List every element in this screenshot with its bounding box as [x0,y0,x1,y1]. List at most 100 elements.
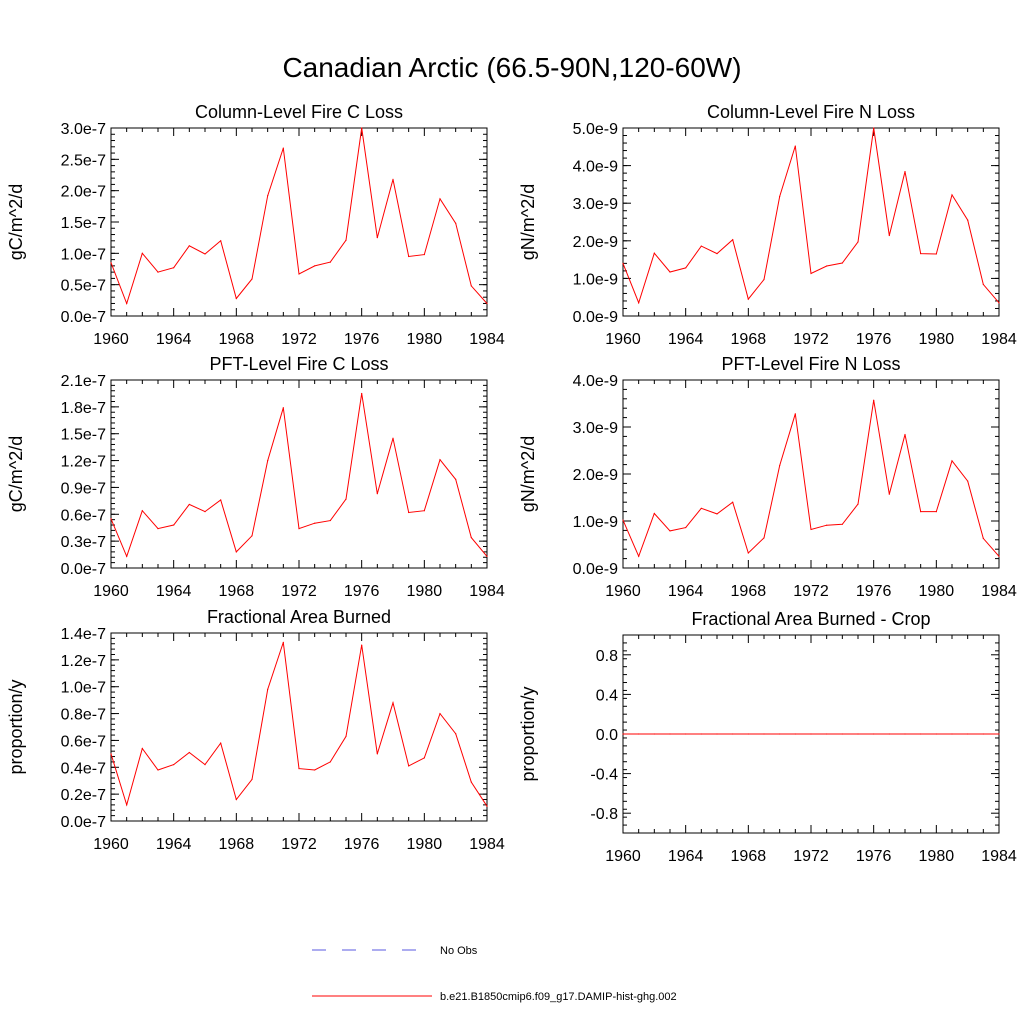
data-point [732,239,734,241]
data-point [951,194,953,196]
y-tick-label: 4.0e-9 [573,159,618,176]
data-point [282,407,284,409]
data-point [392,437,394,439]
chart-title: Fractional Area Burned [207,607,391,627]
data-point [408,255,410,258]
y-tick-label: 1.0e-9 [573,514,618,531]
data-point [857,733,859,735]
y-tick-label: 0.6e-7 [61,733,106,750]
x-tick-label: 1968 [731,583,767,600]
chart-svg: Column-Level Fire C Loss 1960 1964 1968 1972… [6,102,505,348]
data-point [298,768,300,770]
chart-svg: PFT-Level Fire N Loss 1960 1964 1968 1972 197… [518,354,1017,600]
y-tick-label: 0.5e-7 [61,278,106,295]
data-point [267,195,269,197]
data-point [329,261,331,263]
data-point [126,555,128,557]
chart-title: Fractional Area Burned - Crop [691,609,930,629]
y-tick-label: 1.2e-7 [61,653,106,670]
x-tick-label: 1960 [605,848,641,865]
data-point [779,464,781,467]
chart-svg: PFT-Level Fire C Loss 1960 1964 1968 1972 197… [6,354,505,600]
y-tick-label: 2.0e-9 [573,234,618,251]
data-point [669,733,671,735]
data-point [716,733,718,735]
data-point [685,526,687,529]
data-point [716,252,718,255]
y-tick-label: 3.0e-7 [61,121,106,138]
chart-title: PFT-Level Fire N Loss [721,354,900,374]
x-tick-label: 1968 [731,848,767,865]
data-point [314,265,316,267]
x-tick-label: 1964 [156,331,192,348]
x-tick-label: 1968 [731,331,767,348]
series-line [110,642,488,807]
y-tick-label: 3.0e-9 [573,196,618,213]
data-point [141,747,143,750]
y-tick-label: 0.3e-7 [61,534,106,551]
data-point [779,733,781,735]
data-point [361,644,363,646]
data-point [998,555,1000,557]
data-point [622,519,624,521]
data-point [967,219,969,221]
x-tick-label: 1976 [856,848,892,865]
x-tick-label: 1980 [919,848,955,865]
data-point [376,493,378,495]
x-tick-label: 1964 [668,331,704,348]
y-tick-label: 1.8e-7 [61,400,106,417]
legend: No Obs b.e21.B1850cmip6.f09_g17.DAMIP-hi… [312,945,677,1003]
y-tick-label: 0.2e-7 [61,787,106,804]
data-point [763,278,765,281]
data-point [455,478,457,480]
y-tick-label: 0.8 [596,648,618,665]
data-point [638,555,640,557]
y-tick-label: 0.0e-9 [573,561,618,578]
data-point [251,278,253,280]
data-point [173,524,175,526]
data-point [904,733,906,735]
panel-pft-fire-c-loss: PFT-Level Fire C Loss 1960 1964 1968 1972 197… [0,352,512,617]
data-point [345,735,347,737]
data-point [408,765,410,767]
data-point [361,127,363,129]
y-tick-label: 2.5e-7 [61,152,106,169]
series-line [622,127,1000,305]
data-point [298,273,300,275]
chart-svg: Column-Level Fire N Loss 1960 1964 1968 1972… [518,102,1017,348]
y-tick-label: 1.5e-7 [61,427,106,444]
data-point [423,253,425,256]
x-tick-label: 1976 [344,836,380,853]
x-tick-label: 1964 [668,848,704,865]
data-point [904,171,906,173]
y-axis-label: proportion/y [518,686,538,781]
data-point [873,127,875,129]
data-point [826,265,828,267]
y-tick-label: 2.1e-7 [61,373,106,390]
y-tick-label: 0.0e-7 [61,814,106,831]
x-tick-label: 1972 [281,331,317,348]
legend-label-no-obs: No Obs [440,945,478,957]
data-point [486,302,488,305]
y-tick-label: 0.8e-7 [61,707,106,724]
data-point [376,753,378,755]
data-point [841,262,843,264]
data-point [455,733,457,735]
x-tick-label: 1964 [668,583,704,600]
x-tick-label: 1980 [919,331,955,348]
data-point [685,267,687,269]
data-point [126,804,128,806]
y-tick-label: 1.2e-7 [61,454,106,471]
data-point [157,769,159,771]
chart-svg: Fractional Area Burned 1960 1964 1968 1972 19… [6,607,505,853]
data-point [455,222,457,224]
legend-label-model: b.e21.B1850cmip6.f09_g17.DAMIP-hist-ghg.… [440,991,677,1003]
data-point [345,239,347,241]
x-tick-label: 1980 [407,583,443,600]
data-point [841,523,843,525]
data-point [314,769,316,771]
x-tick-label: 1984 [981,583,1017,600]
data-point [763,537,765,539]
data-point [716,513,718,515]
plot-frame [110,379,488,569]
